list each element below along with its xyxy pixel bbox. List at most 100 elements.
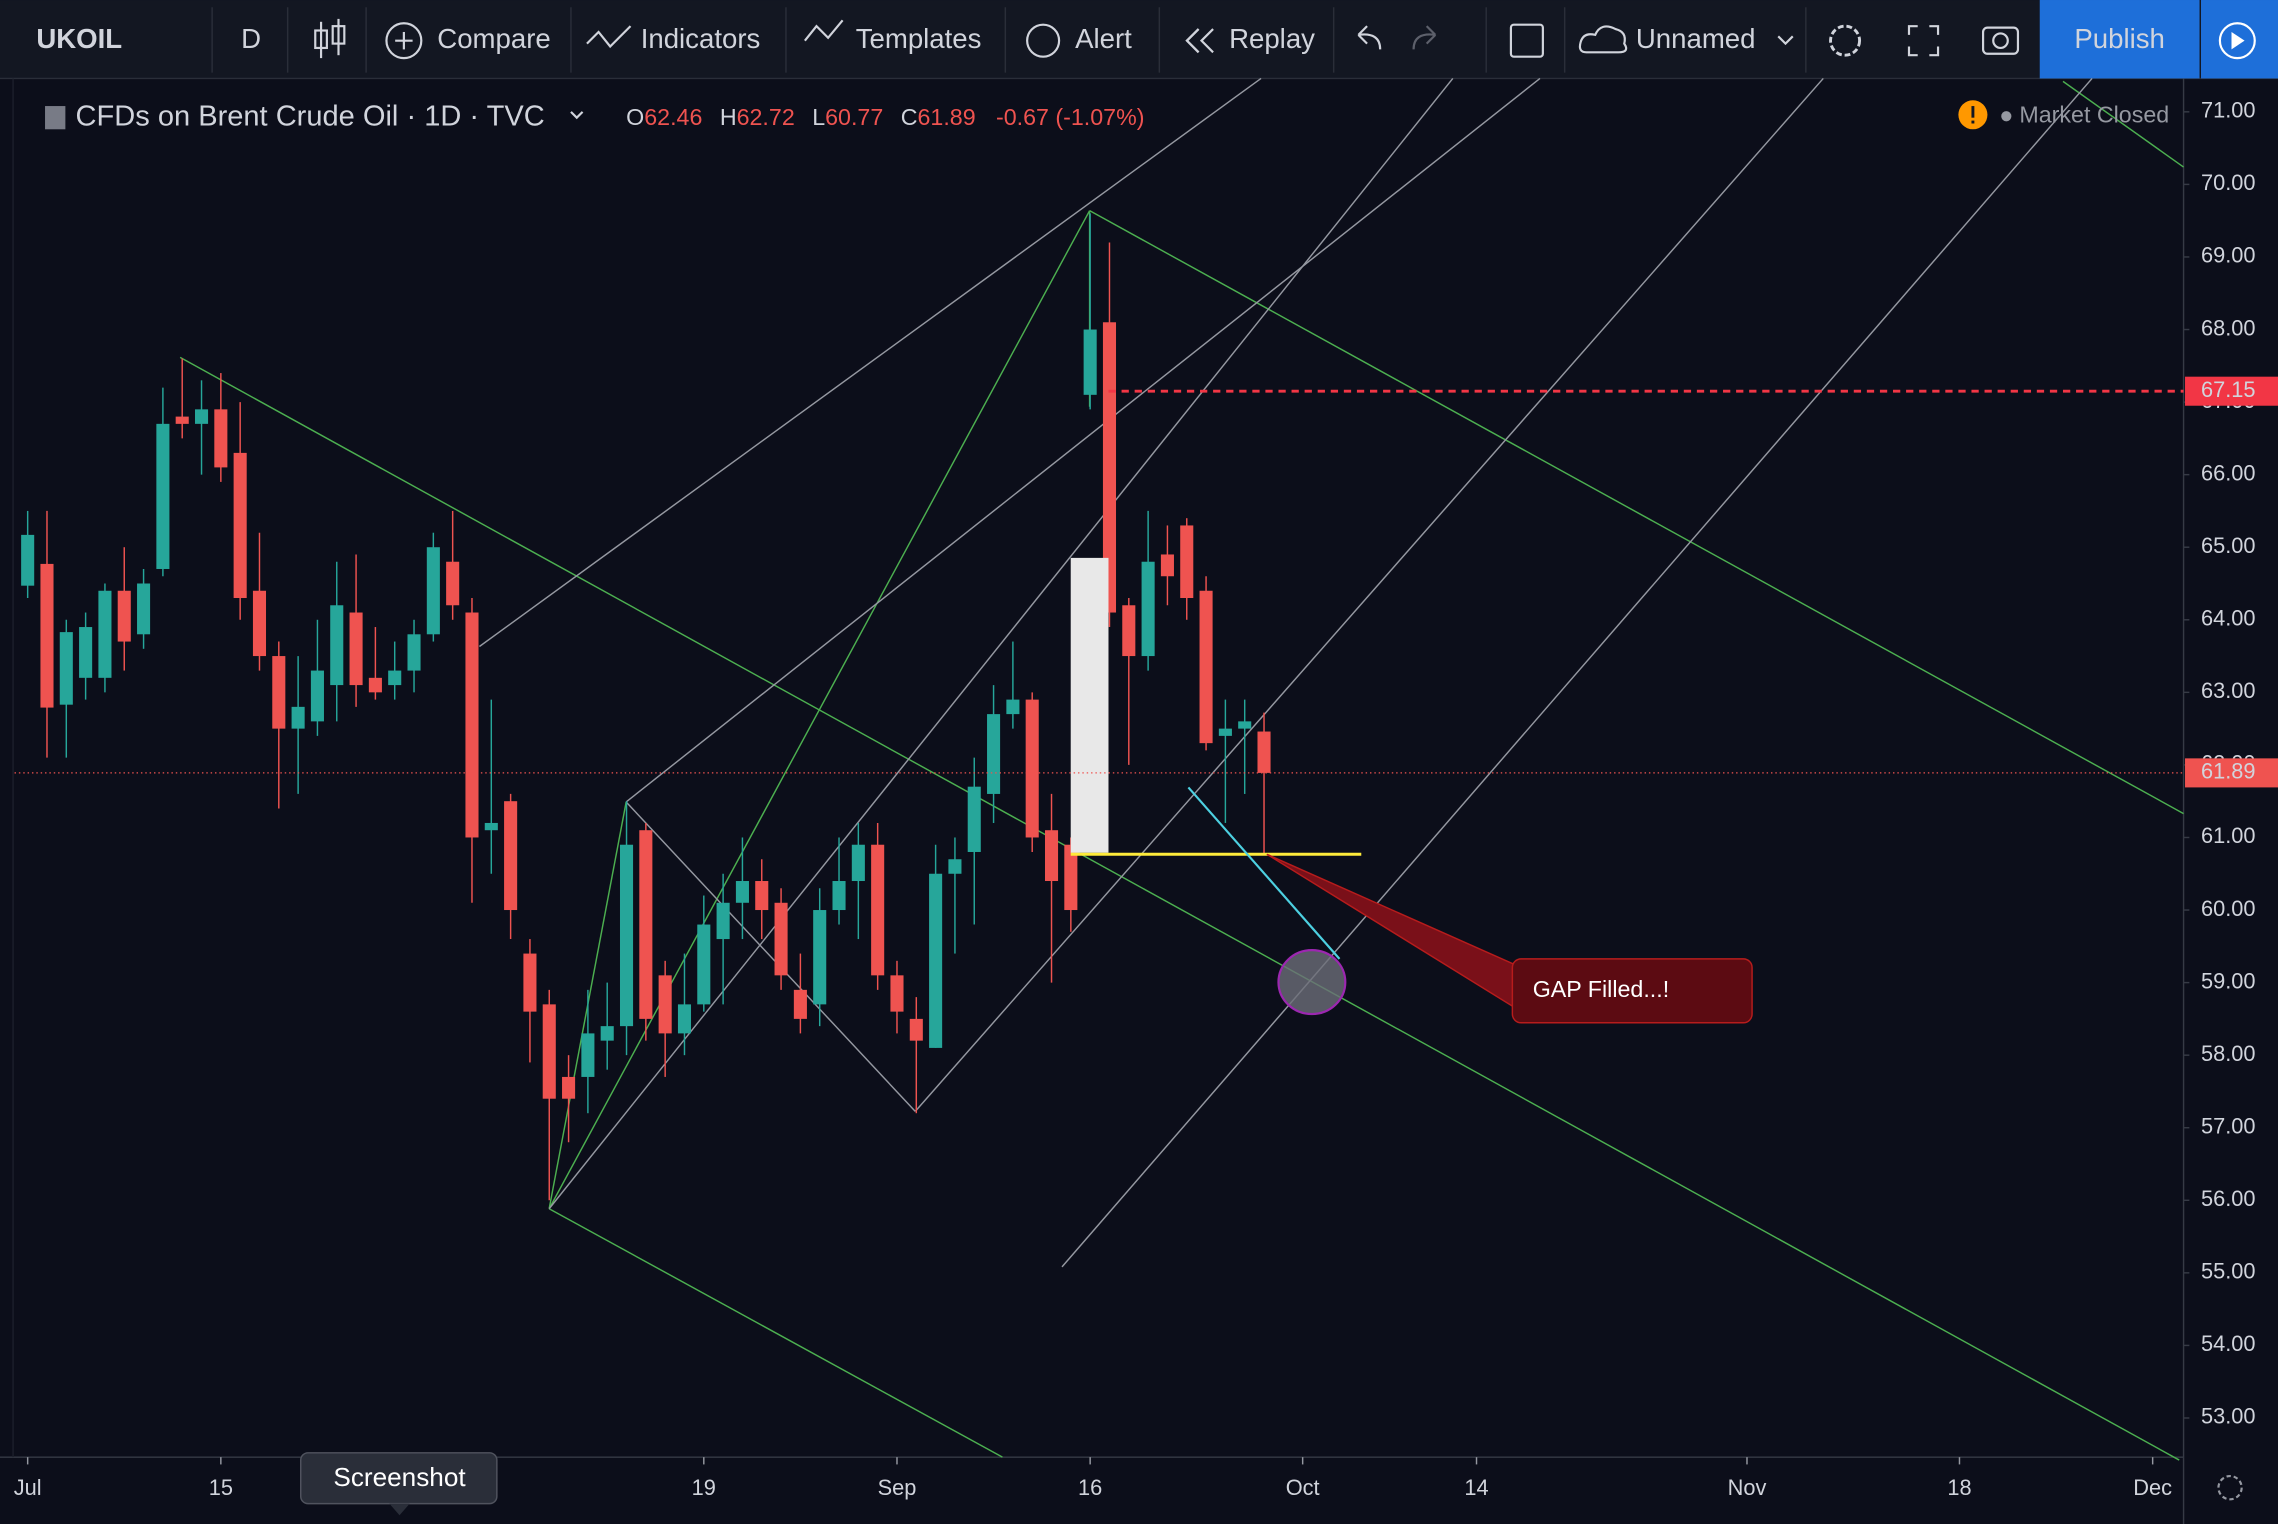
- y-tick-label: 68.00: [2201, 315, 2256, 340]
- y-tick-label: 64.00: [2201, 606, 2256, 631]
- price-line-badge: [2185, 376, 2278, 406]
- toolbar: UKOIL D Compare Indicators Templates Ale…: [0, 0, 2278, 80]
- warning-mark: [1971, 106, 1975, 118]
- gap-box: [1070, 557, 1109, 853]
- c-value: 61.89: [917, 104, 975, 130]
- candle-body: [388, 670, 402, 686]
- callout-box: [1511, 958, 1753, 1024]
- y-tick-label: 53.00: [2201, 1404, 2256, 1429]
- redo-button[interactable]: [1412, 25, 1437, 50]
- candle-body: [272, 656, 286, 729]
- compare-icon[interactable]: [385, 22, 423, 60]
- candle-body: [677, 1004, 692, 1034]
- candles: [21, 213, 1271, 1201]
- c-label: C: [901, 104, 918, 130]
- y-tick-label: 59.00: [2201, 968, 2256, 993]
- indicators-icon[interactable]: [586, 25, 632, 49]
- candle-body: [368, 677, 382, 693]
- status-dot: [2001, 111, 2012, 122]
- pitchfork-line: [548, 78, 1454, 1210]
- y-tick-label: 57.00: [2201, 1113, 2256, 1138]
- cloud-icon: [1578, 25, 1628, 54]
- undo-button[interactable]: [1357, 25, 1382, 50]
- y-tick-label: 63.00: [2201, 678, 2256, 703]
- candle-body: [987, 714, 1001, 794]
- templates-icon[interactable]: [804, 19, 844, 42]
- x-tick-label: 14: [1464, 1475, 1488, 1500]
- l-value: 60.77: [825, 104, 883, 130]
- camera-lens: [1992, 32, 2009, 50]
- screenshot-button[interactable]: [1981, 26, 2020, 55]
- compare-button[interactable]: Compare: [437, 23, 551, 54]
- indicators-button[interactable]: Indicators: [641, 23, 761, 54]
- layout-button[interactable]: [1509, 23, 1544, 58]
- h-value: 62.72: [737, 104, 795, 130]
- drawings: [179, 77, 2184, 1461]
- candle-body: [252, 590, 267, 657]
- trend-line: [179, 356, 2180, 1461]
- publish-label[interactable]: Publish: [2074, 23, 2165, 54]
- candle-body: [484, 822, 498, 831]
- candle-body: [871, 844, 885, 976]
- y-tick-label: 58.00: [2201, 1041, 2256, 1066]
- pitchfork-line: [1061, 77, 2093, 1268]
- play-icon: [2218, 22, 2256, 60]
- change: -0.67 (-1.07%): [996, 104, 1145, 130]
- candle-body: [214, 409, 228, 468]
- fullscreen-button[interactable]: [1907, 25, 1940, 57]
- candle-body: [40, 563, 54, 708]
- x-tick-label: 15: [209, 1475, 233, 1500]
- candle-body: [1083, 329, 1097, 395]
- market-status: Market Closed: [2019, 101, 2169, 127]
- play-triangle: [2231, 31, 2245, 50]
- candle-body: [59, 632, 73, 705]
- candle-body: [1257, 731, 1271, 773]
- y-tick-label: 66.00: [2201, 460, 2256, 485]
- publish-button[interactable]: [2039, 0, 2200, 79]
- candle-body: [194, 409, 209, 424]
- x-tick-label: 18: [1947, 1475, 1971, 1500]
- candle-body: [813, 910, 827, 1005]
- candle-body: [1102, 322, 1117, 613]
- x-tick-label: Oct: [1286, 1475, 1320, 1500]
- candle-body: [967, 786, 981, 852]
- candle-body: [426, 547, 440, 635]
- symbol[interactable]: UKOIL: [36, 23, 122, 54]
- legend-dropdown[interactable]: [570, 111, 584, 120]
- x-tick-label: 16: [1078, 1475, 1102, 1500]
- settings-button[interactable]: [1829, 24, 1862, 57]
- layout-dropdown[interactable]: [1777, 35, 1794, 46]
- candle-body: [330, 605, 344, 686]
- pitchfork-line: [478, 77, 1262, 648]
- layout-name[interactable]: Unnamed: [1636, 23, 1756, 54]
- axis-settings[interactable]: [2217, 1474, 2243, 1501]
- candle-body: [735, 881, 749, 903]
- candle-body: [1238, 721, 1252, 729]
- templates-button[interactable]: Templates: [856, 23, 982, 54]
- candle-body: [117, 590, 131, 642]
- overlay: GAP Filled...!: [1070, 557, 1753, 1024]
- x-tick-label: 19: [692, 1475, 716, 1500]
- alert-icon[interactable]: [1026, 23, 1061, 58]
- replay-button[interactable]: Replay: [1229, 23, 1315, 54]
- y-tick-label: 55.00: [2201, 1259, 2256, 1284]
- candle-body: [504, 801, 518, 911]
- interval[interactable]: D: [241, 23, 261, 54]
- candle-body: [948, 859, 962, 874]
- candle-body: [542, 1004, 556, 1099]
- tooltip-text: Screenshot: [333, 1462, 466, 1492]
- candle-body: [291, 706, 305, 729]
- projection-line: [1187, 786, 1341, 960]
- alert-button[interactable]: Alert: [1075, 23, 1132, 54]
- target-circle: [1277, 949, 1347, 1016]
- candle-body: [909, 1018, 923, 1041]
- trend-line: [548, 1208, 1003, 1458]
- warning-dot: [1971, 120, 1975, 124]
- candle-body: [562, 1076, 576, 1099]
- last-price-label: 61.89: [2201, 759, 2256, 784]
- o-label: O: [626, 104, 644, 130]
- candle-body: [407, 634, 421, 671]
- candle-body: [1044, 830, 1059, 882]
- chart-type-icon[interactable]: [314, 18, 346, 59]
